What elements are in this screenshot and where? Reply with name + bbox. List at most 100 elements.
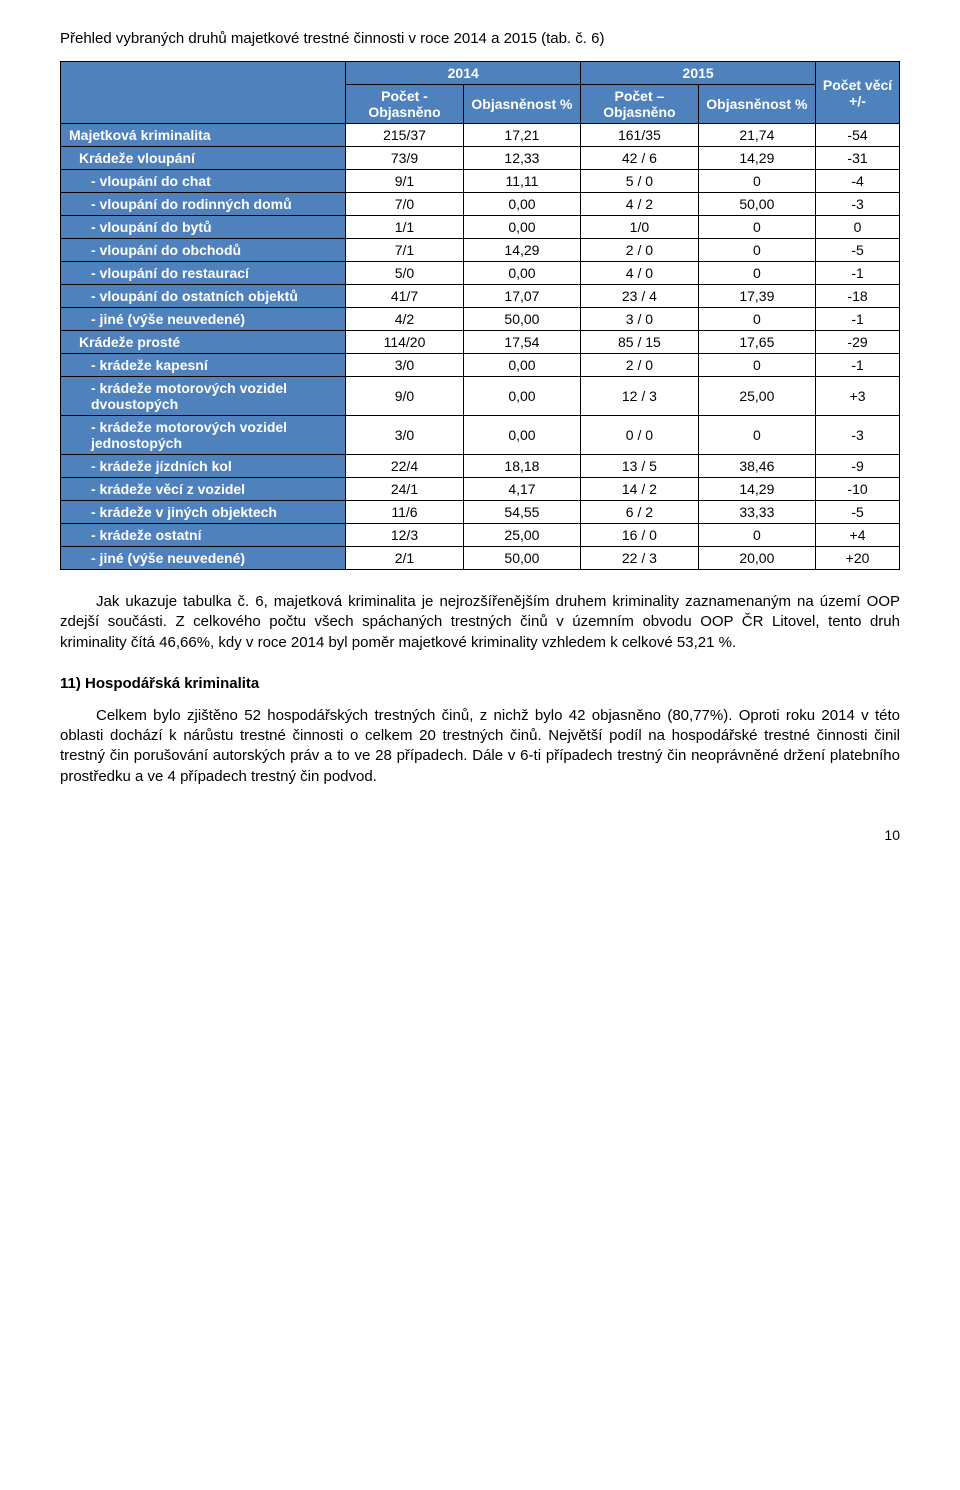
cell: 50,00: [698, 193, 815, 216]
cell: 18,18: [463, 455, 580, 478]
row-label: - krádeže motorových vozidel dvoustopých: [61, 377, 346, 416]
cell: -10: [816, 478, 900, 501]
cell: 215/37: [346, 124, 463, 147]
table-row: Krádeže vloupání73/912,3342 / 614,29-31: [61, 147, 900, 170]
cell: 11/6: [346, 501, 463, 524]
cell: 1/1: [346, 216, 463, 239]
cell: 9/0: [346, 377, 463, 416]
header-blank: [61, 62, 346, 124]
cell: -31: [816, 147, 900, 170]
cell: 23 / 4: [581, 285, 698, 308]
cell: 4,17: [463, 478, 580, 501]
paragraph-2: Celkem bylo zjištěno 52 hospodářských tr…: [60, 706, 900, 787]
cell: 0: [698, 216, 815, 239]
cell: 0: [698, 170, 815, 193]
cell: -1: [816, 308, 900, 331]
cell: 0 / 0: [581, 416, 698, 455]
cell: -1: [816, 262, 900, 285]
cell: 1/0: [581, 216, 698, 239]
table-row: - krádeže kapesní3/00,002 / 00-1: [61, 354, 900, 377]
cell: 0: [698, 308, 815, 331]
cell: 0: [698, 239, 815, 262]
cell: 4 / 2: [581, 193, 698, 216]
cell: 0,00: [463, 354, 580, 377]
table-row: - jiné (výše neuvedené)2/150,0022 / 320,…: [61, 547, 900, 570]
row-label: - krádeže v jiných objektech: [61, 501, 346, 524]
row-label: - krádeže ostatní: [61, 524, 346, 547]
cell: 22 / 3: [581, 547, 698, 570]
cell: -18: [816, 285, 900, 308]
header-c3: Počet – Objasněno: [581, 85, 698, 124]
page-title: Přehled vybraných druhů majetkové trestn…: [60, 30, 900, 47]
table-row: Krádeže prosté114/2017,5485 / 1517,65-29: [61, 331, 900, 354]
cell: 73/9: [346, 147, 463, 170]
cell: 25,00: [698, 377, 815, 416]
header-c4: Objasněnost %: [698, 85, 815, 124]
header-c2: Objasněnost %: [463, 85, 580, 124]
cell: 0: [698, 416, 815, 455]
cell: 17,07: [463, 285, 580, 308]
cell: -3: [816, 193, 900, 216]
row-label: - krádeže věcí z vozidel: [61, 478, 346, 501]
cell: 17,54: [463, 331, 580, 354]
cell: 21,74: [698, 124, 815, 147]
cell: 0: [698, 354, 815, 377]
table-row: - krádeže motorových vozidel jednostopýc…: [61, 416, 900, 455]
table-row: - vloupání do ostatních objektů41/717,07…: [61, 285, 900, 308]
cell: 14,29: [698, 478, 815, 501]
table-header-row-1: 2014 2015 Počet věcí +/-: [61, 62, 900, 85]
cell: 12,33: [463, 147, 580, 170]
header-pocet: Počet věcí +/-: [816, 62, 900, 124]
cell: 17,65: [698, 331, 815, 354]
cell: 54,55: [463, 501, 580, 524]
cell: 114/20: [346, 331, 463, 354]
cell: 4 / 0: [581, 262, 698, 285]
header-2014: 2014: [346, 62, 581, 85]
table-row: - krádeže motorových vozidel dvoustopých…: [61, 377, 900, 416]
row-label: - jiné (výše neuvedené): [61, 547, 346, 570]
cell: 50,00: [463, 308, 580, 331]
row-label: Krádeže vloupání: [61, 147, 346, 170]
page-number: 10: [60, 827, 900, 843]
cell: +3: [816, 377, 900, 416]
row-label: - krádeže kapesní: [61, 354, 346, 377]
cell: 2 / 0: [581, 239, 698, 262]
section-heading: 11) Hospodářská kriminalita: [60, 675, 900, 692]
table-row: - vloupání do obchodů7/114,292 / 00-5: [61, 239, 900, 262]
cell: 24/1: [346, 478, 463, 501]
cell: -5: [816, 501, 900, 524]
cell: 5/0: [346, 262, 463, 285]
table-row: - krádeže věcí z vozidel24/14,1714 / 214…: [61, 478, 900, 501]
cell: 0: [698, 262, 815, 285]
cell: 3/0: [346, 416, 463, 455]
cell: 33,33: [698, 501, 815, 524]
row-label: Krádeže prosté: [61, 331, 346, 354]
cell: 0,00: [463, 377, 580, 416]
row-label: - jiné (výše neuvedené): [61, 308, 346, 331]
cell: 0,00: [463, 416, 580, 455]
table-row: - vloupání do restaurací5/00,004 / 00-1: [61, 262, 900, 285]
cell: 9/1: [346, 170, 463, 193]
cell: 161/35: [581, 124, 698, 147]
table-row: - krádeže v jiných objektech11/654,556 /…: [61, 501, 900, 524]
cell: 0,00: [463, 262, 580, 285]
cell: 3/0: [346, 354, 463, 377]
cell: -9: [816, 455, 900, 478]
cell: 0: [816, 216, 900, 239]
cell: 6 / 2: [581, 501, 698, 524]
cell: -29: [816, 331, 900, 354]
cell: 2/1: [346, 547, 463, 570]
cell: 25,00: [463, 524, 580, 547]
row-label: - vloupání do bytů: [61, 216, 346, 239]
cell: 3 / 0: [581, 308, 698, 331]
cell: -4: [816, 170, 900, 193]
cell: 42 / 6: [581, 147, 698, 170]
row-label: Majetková kriminalita: [61, 124, 346, 147]
cell: 85 / 15: [581, 331, 698, 354]
cell: -5: [816, 239, 900, 262]
cell: 38,46: [698, 455, 815, 478]
row-label: - krádeže motorových vozidel jednostopýc…: [61, 416, 346, 455]
paragraph-1: Jak ukazuje tabulka č. 6, majetková krim…: [60, 592, 900, 653]
cell: -54: [816, 124, 900, 147]
row-label: - vloupání do restaurací: [61, 262, 346, 285]
